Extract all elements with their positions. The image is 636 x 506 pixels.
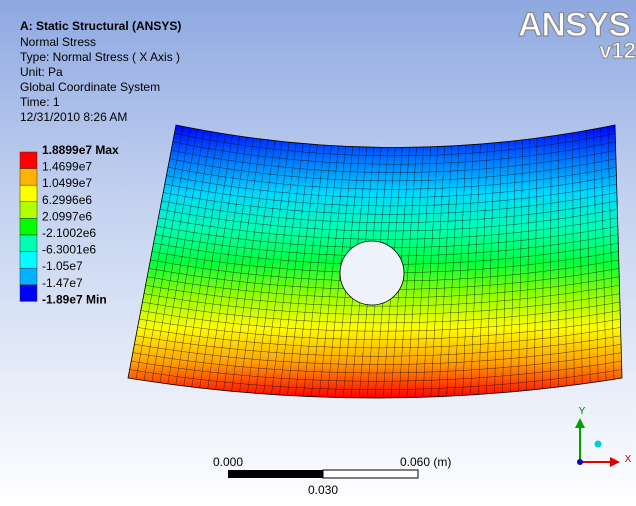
legend-swatch <box>20 202 37 219</box>
legend-label: 1.0499e7 <box>42 176 92 190</box>
scale-end: 0.060 (m) <box>400 455 451 469</box>
header-line: Unit: Pa <box>20 65 63 79</box>
legend-swatch <box>20 252 37 269</box>
scale-bar: 0.000 0.060 (m) 0.030 <box>213 455 451 497</box>
legend-swatch <box>20 268 37 285</box>
legend-label: 1.4699e7 <box>42 160 92 174</box>
legend-label: -1.89e7 Min <box>42 292 107 306</box>
legend-swatch <box>20 185 37 202</box>
header-line: 12/31/2010 8:26 AM <box>20 110 127 124</box>
header-line: Type: Normal Stress ( X Axis ) <box>20 50 180 64</box>
scale-mid: 0.030 <box>308 483 338 497</box>
scale-bar-white <box>323 470 418 478</box>
header-title: A: Static Structural (ANSYS) <box>20 19 181 33</box>
triad-sphere <box>595 441 602 448</box>
triad-x-head <box>610 457 620 467</box>
legend-swatch <box>20 285 37 302</box>
scale-start: 0.000 <box>213 455 243 469</box>
header-line: Normal Stress <box>20 35 96 49</box>
scale-bar-black <box>228 470 323 478</box>
triad-y-label: Y <box>579 406 586 417</box>
header-line: Time: 1 <box>20 95 60 109</box>
hole <box>340 241 404 305</box>
viewport: A: Static Structural (ANSYS) Normal Stre… <box>0 0 636 506</box>
legend-label: -1.05e7 <box>42 259 83 273</box>
logo-version: v12 <box>599 38 636 63</box>
triad-x-label: X <box>625 454 632 465</box>
triad-origin <box>577 459 583 465</box>
legend-swatch <box>20 152 37 169</box>
legend-label: -1.47e7 <box>42 276 83 290</box>
triad-y-head <box>575 418 585 428</box>
triad: Y X <box>575 406 632 467</box>
legend-label: 2.0997e6 <box>42 209 92 223</box>
legend: 1.8899e7 Max 1.4699e7 1.0499e7 6.2996e6 2.09… <box>20 143 119 306</box>
header-line: Global Coordinate System <box>20 80 160 94</box>
legend-swatch <box>20 218 37 235</box>
legend-label: 1.8899e7 Max <box>42 143 119 157</box>
legend-label: -2.1002e6 <box>42 226 96 240</box>
legend-swatch <box>20 235 37 252</box>
legend-label: -6.3001e6 <box>42 243 96 257</box>
scene: A: Static Structural (ANSYS) Normal Stre… <box>0 0 636 506</box>
legend-swatch <box>20 169 37 186</box>
legend-label: 6.2996e6 <box>42 193 92 207</box>
